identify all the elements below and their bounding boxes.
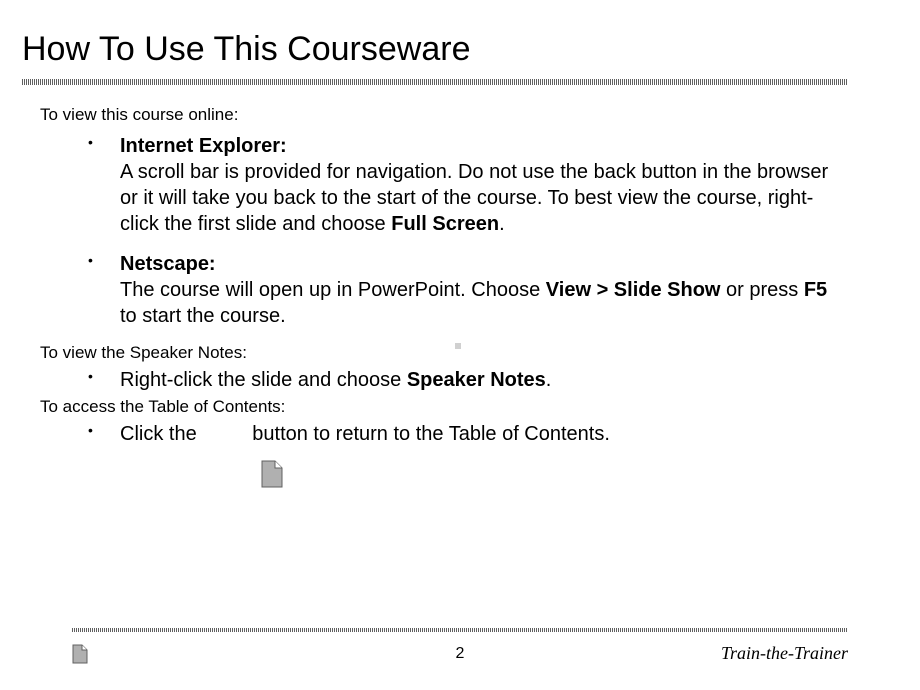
slide-title: How To Use This Courseware xyxy=(0,0,920,79)
bullet-item-speaker-notes: Right-click the slide and choose Speaker… xyxy=(80,367,848,393)
section-intro-online: To view this course online: xyxy=(40,105,848,125)
footer-left xyxy=(72,644,88,664)
section-intro-speaker-notes: To view the Speaker Notes: xyxy=(40,343,848,363)
bullet-item-netscape: Netscape: The course will open up in Pow… xyxy=(80,251,848,329)
title-divider xyxy=(22,79,848,85)
netscape-label: Netscape: xyxy=(120,253,216,275)
footer-divider xyxy=(72,628,848,632)
sn-text-before: Right-click the slide and choose xyxy=(120,369,407,391)
decorative-dot xyxy=(455,343,461,349)
bullet-list-online: Internet Explorer: A scroll bar is provi… xyxy=(40,133,848,329)
section-intro-toc: To access the Table of Contents: xyxy=(40,397,848,417)
bullet-item-toc: Click the button to return to the Table … xyxy=(80,421,848,447)
ie-bold: Full Screen xyxy=(391,213,499,235)
document-icon[interactable] xyxy=(260,459,284,489)
netscape-bold1: View > Slide Show xyxy=(546,279,721,301)
page-number: 2 xyxy=(456,645,465,663)
bullet-list-toc: Click the button to return to the Table … xyxy=(40,421,848,447)
bullet-item-ie: Internet Explorer: A scroll bar is provi… xyxy=(80,133,848,237)
toc-text-after: button to return to the Table of Content… xyxy=(247,423,610,445)
netscape-text-before: The course will open up in PowerPoint. C… xyxy=(120,279,546,301)
sn-bold: Speaker Notes xyxy=(407,369,546,391)
footer-right-text: Train-the-Trainer xyxy=(721,643,848,664)
document-icon-small[interactable] xyxy=(72,644,88,664)
netscape-mid: or press xyxy=(720,279,803,301)
toc-text-before: Click the xyxy=(120,423,202,445)
ie-text-after: . xyxy=(499,213,505,235)
bullet-list-speaker-notes: Right-click the slide and choose Speaker… xyxy=(40,367,848,393)
netscape-text-after: to start the course. xyxy=(120,305,286,327)
sn-text-after: . xyxy=(546,369,552,391)
netscape-bold2: F5 xyxy=(804,279,827,301)
toc-icon-wrapper xyxy=(40,459,848,494)
ie-label: Internet Explorer: xyxy=(120,135,287,157)
footer: 2 Train-the-Trainer xyxy=(72,643,848,664)
toc-gap xyxy=(202,423,246,445)
content-area: To view this course online: Internet Exp… xyxy=(0,105,920,494)
